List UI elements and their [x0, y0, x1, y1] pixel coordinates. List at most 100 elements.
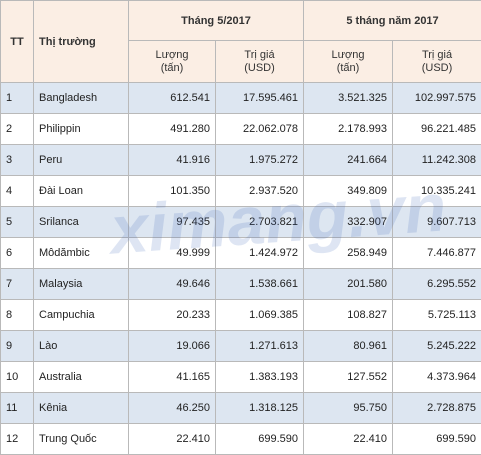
table-row: 2 Philippin 491.280 22.062.078 2.178.993 96.2… [0, 113, 481, 145]
table-cell: 7.446.877 [392, 237, 481, 269]
table-cell: 9.607.713 [392, 206, 481, 238]
table-cell: 4 [0, 175, 34, 207]
table-cell: 332.907 [303, 206, 394, 238]
column-unit: (tấn) [336, 61, 360, 74]
table-cell: 258.949 [303, 237, 394, 269]
table-cell: 1 [0, 82, 34, 114]
table-cell: 49.999 [128, 237, 216, 269]
table-cell: 19.066 [128, 330, 216, 362]
header-cell: Tháng 5/2017 [127, 0, 305, 41]
table-cell: 11.242.308 [392, 144, 481, 176]
table-row: 6 Môdămbic 49.999 1.424.972 258.949 7.446.877 [0, 237, 481, 269]
table-cell: 1.424.972 [214, 237, 305, 269]
table-cell: 1.271.613 [214, 330, 305, 362]
table-cell: 699.590 [214, 423, 305, 455]
table-row: 1 Bangladesh 612.541 17.595.461 3.521.325 102… [0, 82, 481, 114]
column-label: Lượng [155, 48, 189, 61]
table-cell: 5 [0, 206, 34, 238]
table-cell: 2.178.993 [303, 113, 394, 145]
table-cell: 22.062.078 [214, 113, 305, 145]
table-cell: 97.435 [128, 206, 216, 238]
header-cell: Thị trường [33, 0, 129, 83]
table-row: 11 Kênia 46.250 1.318.125 95.750 2.728.875 [0, 392, 481, 424]
table-cell: Malaysia [33, 268, 129, 300]
table-cell: Campuchia [33, 299, 129, 331]
table-cell: 349.809 [303, 175, 394, 207]
table-cell: 5.725.113 [392, 299, 481, 331]
table-cell: 108.827 [303, 299, 394, 331]
table-cell: 2 [0, 113, 34, 145]
table-cell: 612.541 [128, 82, 216, 114]
table-cell: 2.728.875 [392, 392, 481, 424]
table-row: 9 Lào 19.066 1.271.613 80.961 5.245.222 [0, 330, 481, 362]
table-cell: 8 [0, 299, 34, 331]
table-cell: 102.997.575 [392, 82, 481, 114]
table-row: 4 Đài Loan 101.350 2.937.520 349.809 10.335.2… [0, 175, 481, 207]
table-cell: 1.069.385 [214, 299, 305, 331]
table-cell: 2.937.520 [214, 175, 305, 207]
column-label: Trị giá [421, 48, 453, 61]
table-cell: 201.580 [303, 268, 394, 300]
table-cell: 1.318.125 [214, 392, 305, 424]
table-row: 5 Srilanca 97.435 2.703.821 332.907 9.607.713 [0, 206, 481, 238]
table-cell: 7 [0, 268, 34, 300]
table-cell: 10.335.241 [392, 175, 481, 207]
header-cell: TT [0, 0, 34, 83]
table-row: 3 Peru 41.916 1.975.272 241.664 11.242.308 [0, 144, 481, 176]
table-cell: 699.590 [392, 423, 481, 455]
table-cell: 2.703.821 [214, 206, 305, 238]
table-cell: 80.961 [303, 330, 394, 362]
table-cell: 127.552 [303, 361, 394, 393]
column-label: Trị giá [244, 48, 275, 61]
table-row: 12 Trung Quốc 22.410 699.590 22.410 699.590 [0, 423, 481, 455]
table-cell: 10 [0, 361, 34, 393]
table-cell: 12 [0, 423, 34, 455]
table-cell: 22.410 [303, 423, 394, 455]
table-cell: 101.350 [128, 175, 216, 207]
table-cell: Trung Quốc [33, 423, 129, 455]
header-cell: Lượng (tấn) [303, 40, 394, 83]
table-cell: 41.165 [128, 361, 216, 393]
column-unit: (tấn) [160, 61, 184, 74]
header-cell: Lượng (tấn) [128, 40, 216, 83]
table-cell: Kênia [33, 392, 129, 424]
table-cell: 95.750 [303, 392, 394, 424]
table-cell: Philippin [33, 113, 129, 145]
table-cell: Lào [33, 330, 129, 362]
table-cell: 241.664 [303, 144, 394, 176]
table-cell: 1.538.661 [214, 268, 305, 300]
table-row: 8 Campuchia 20.233 1.069.385 108.827 5.725.11… [0, 299, 481, 331]
column-unit: (USD) [421, 61, 453, 74]
table-cell: Môdămbic [33, 237, 129, 269]
table-cell: 5.245.222 [392, 330, 481, 362]
table-cell: 3.521.325 [303, 82, 394, 114]
table-cell: 9 [0, 330, 34, 362]
table-cell: 46.250 [128, 392, 216, 424]
table-cell: 491.280 [128, 113, 216, 145]
table-row: 10 Australia 41.165 1.383.193 127.552 4.373.9… [0, 361, 481, 393]
table-cell: 6.295.552 [392, 268, 481, 300]
table-cell: 11 [0, 392, 34, 424]
table-cell: 3 [0, 144, 34, 176]
table-cell: 17.595.461 [214, 82, 305, 114]
column-unit: (USD) [244, 61, 275, 74]
table-cell: 96.221.485 [392, 113, 481, 145]
table-cell: Srilanca [33, 206, 129, 238]
table-cell: 41.916 [128, 144, 216, 176]
table-cell: 1.975.272 [214, 144, 305, 176]
table-cell: Peru [33, 144, 129, 176]
table-row: 7 Malaysia 49.646 1.538.661 201.580 6.295.552 [0, 268, 481, 300]
table-cell: 1.383.193 [214, 361, 305, 393]
table-cell: 49.646 [128, 268, 216, 300]
header-cell: Trị giá (USD) [392, 40, 481, 83]
column-label: Lượng [331, 48, 365, 61]
table-cell: 20.233 [128, 299, 216, 331]
table-cell: 22.410 [128, 423, 216, 455]
header-cell: Trị giá (USD) [214, 40, 305, 83]
table-cell: Australia [33, 361, 129, 393]
header-cell: 5 tháng năm 2017 [303, 0, 481, 41]
table-cell: 6 [0, 237, 34, 269]
table-cell: Đài Loan [33, 175, 129, 207]
